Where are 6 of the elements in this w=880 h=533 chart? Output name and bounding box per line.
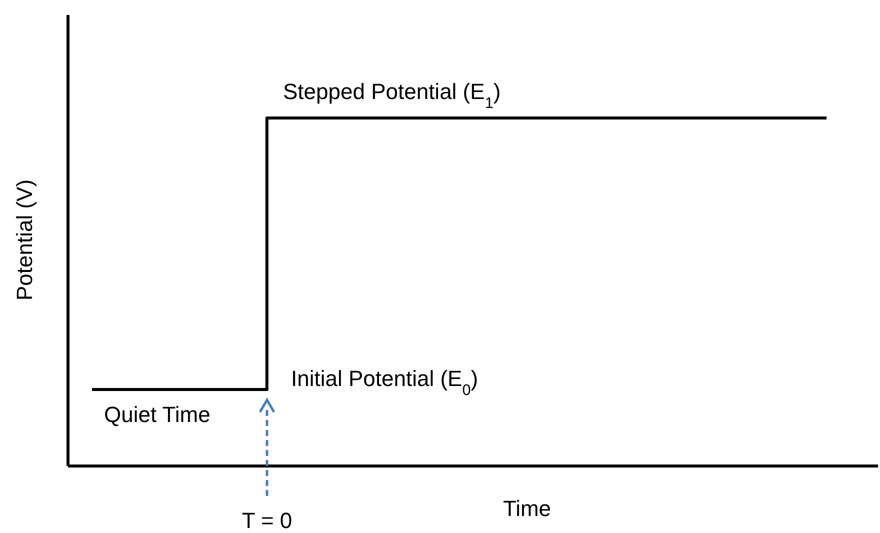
x-axis-title: Time bbox=[502, 496, 552, 521]
text: T = 0 bbox=[242, 508, 292, 533]
annotation: Initial Potential (E$_{0}$) bbox=[291, 366, 478, 398]
annotation: Quiet Time bbox=[104, 402, 210, 427]
text: Stepped Potential (E$_{1}$) bbox=[283, 79, 501, 112]
y-axis-title: Potential (V) bbox=[12, 179, 37, 301]
